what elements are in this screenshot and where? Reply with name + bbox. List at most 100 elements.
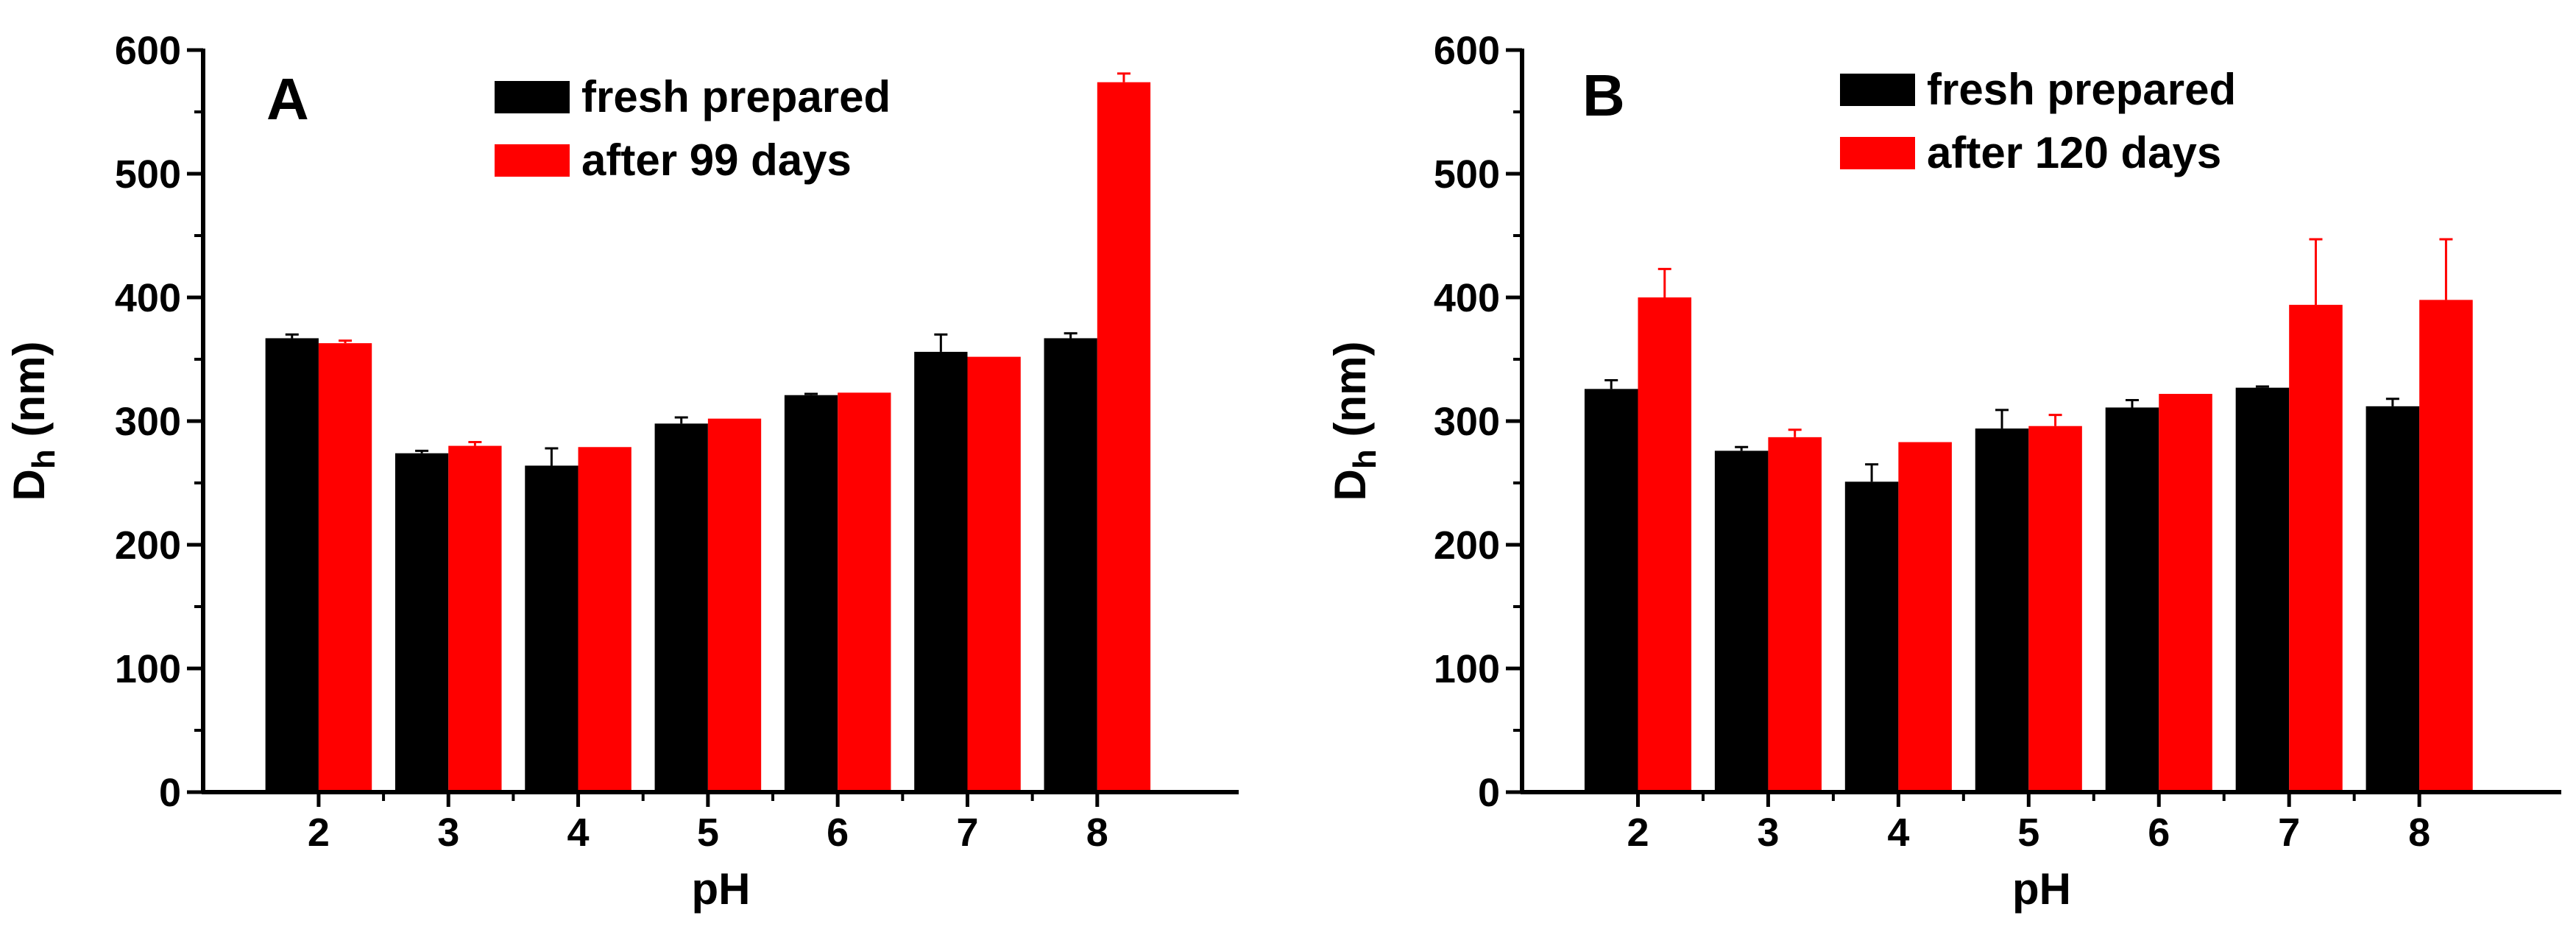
bar-aged-ph5	[2028, 426, 2082, 792]
y-tick-label: 100	[1434, 647, 1500, 691]
bar-fresh-ph3	[394, 453, 449, 792]
error-bar	[1865, 463, 1879, 482]
x-tick-label: 8	[1086, 811, 1108, 855]
bar-aged-ph7	[2289, 305, 2343, 793]
error-bar	[1788, 428, 1802, 437]
error-bar	[468, 441, 482, 446]
bar-fresh-ph5	[1975, 428, 2029, 792]
y-axis-title-unit: (nm)	[1326, 342, 1375, 450]
y-axis-title: Dh (nm)	[4, 342, 62, 501]
x-tick-label: 6	[2148, 811, 2170, 855]
error-bar	[285, 333, 299, 339]
panel-label: B	[1582, 63, 1625, 128]
panel-label: A	[266, 66, 309, 132]
y-axis-title-main: D	[4, 469, 54, 501]
y-tick-label: 400	[1434, 276, 1500, 320]
y-tick-label: 500	[1434, 152, 1500, 197]
y-axis-title-subscript: h	[26, 449, 62, 469]
y-tick-label: 300	[115, 400, 181, 444]
error-bar	[545, 447, 559, 466]
y-axis-title-unit: (nm)	[4, 342, 54, 450]
bar-fresh-ph4	[525, 465, 578, 792]
y-tick-label: 600	[1434, 29, 1500, 73]
error-bar	[2125, 398, 2139, 408]
error-bar	[804, 392, 818, 395]
x-tick-label: 5	[697, 811, 719, 855]
legend-swatch-1	[495, 144, 570, 177]
bar-fresh-ph2	[265, 338, 319, 792]
x-tick-label: 4	[567, 811, 590, 855]
error-bar	[2439, 238, 2453, 300]
error-bar	[1735, 445, 1749, 451]
error-bar	[1064, 332, 1078, 339]
bar-aged-ph2	[1638, 297, 1692, 792]
x-tick-label: 4	[1887, 811, 1909, 855]
bar-fresh-ph7	[2235, 387, 2290, 792]
bar-aged-ph4	[1898, 442, 1952, 792]
y-axis-title: Dh (nm)	[1326, 342, 1383, 501]
bar-fresh-ph8	[2366, 406, 2420, 792]
x-tick-label: 7	[2278, 811, 2300, 855]
bar-fresh-ph6	[784, 395, 838, 792]
x-tick-label: 3	[437, 811, 459, 855]
x-tick-label: 7	[956, 811, 978, 855]
error-bar	[2385, 398, 2399, 406]
x-tick-label: 2	[1627, 811, 1649, 855]
legend-swatch-0	[1840, 74, 1915, 106]
error-bar	[2255, 385, 2269, 388]
legend: fresh prepared after 99 days	[495, 72, 891, 185]
y-tick-label: 200	[1434, 523, 1500, 568]
bar-fresh-ph7	[914, 351, 968, 792]
y-tick-label: 100	[115, 647, 181, 691]
x-axis-title: pH	[692, 864, 751, 914]
error-bar	[415, 449, 429, 453]
bar-aged-ph7	[967, 356, 1021, 792]
bar-fresh-ph6	[2105, 407, 2159, 792]
error-bar	[674, 416, 688, 424]
bar-fresh-ph5	[654, 423, 708, 792]
panel-a: 0 100 200 300 400 500 600 2 3 4 5 6 7 8 pH Dh (nm) A fres…	[4, 29, 1239, 914]
bar-aged-ph8	[2419, 300, 2473, 792]
error-bar	[934, 333, 948, 352]
error-bar	[1995, 409, 2009, 429]
legend-label: after 99 days	[581, 135, 852, 185]
bar-aged-ph6	[2159, 394, 2212, 792]
x-tick-label: 6	[827, 811, 849, 855]
y-tick-label: 300	[1434, 400, 1500, 444]
bar-fresh-ph4	[1844, 481, 1899, 792]
x-tick-label: 2	[308, 811, 330, 855]
x-tick-label: 8	[2408, 811, 2430, 855]
legend: fresh prepared after 120 days	[1840, 65, 2236, 177]
y-tick-label: 400	[115, 276, 181, 320]
x-axis-title: pH	[2012, 864, 2071, 914]
legend-swatch-0	[495, 81, 570, 113]
legend-label: fresh prepared	[1927, 65, 2236, 114]
bar-aged-ph5	[707, 418, 762, 792]
error-bar	[1117, 72, 1130, 82]
y-tick-label: 500	[115, 152, 181, 197]
y-tick-label: 600	[115, 29, 181, 73]
error-bar	[2309, 238, 2323, 306]
y-tick-label: 0	[1478, 771, 1500, 815]
x-tick-label: 5	[2017, 811, 2039, 855]
bar-fresh-ph3	[1714, 451, 1769, 792]
bar-aged-ph4	[578, 447, 631, 792]
bar-aged-ph3	[448, 445, 502, 792]
error-bar	[1657, 267, 1671, 297]
legend-label: fresh prepared	[581, 72, 891, 121]
bar-aged-ph2	[318, 343, 372, 792]
y-axis-title-main: D	[1326, 469, 1375, 501]
legend-swatch-1	[1840, 137, 1915, 169]
error-bar	[2048, 414, 2062, 426]
y-tick-label: 200	[115, 523, 181, 568]
bar-aged-ph6	[838, 392, 891, 792]
bar-fresh-ph8	[1044, 338, 1097, 792]
bar-fresh-ph2	[1584, 389, 1638, 792]
panel-b: 0 100 200 300 400 500 600 2 3 4 5 6 7 8 pH Dh (nm) B fres…	[1326, 29, 2561, 914]
bar-aged-ph3	[1768, 437, 1822, 792]
error-bar	[1604, 379, 1618, 389]
legend-label: after 120 days	[1927, 128, 2221, 177]
error-bar	[339, 339, 353, 344]
y-tick-label: 0	[159, 771, 181, 815]
